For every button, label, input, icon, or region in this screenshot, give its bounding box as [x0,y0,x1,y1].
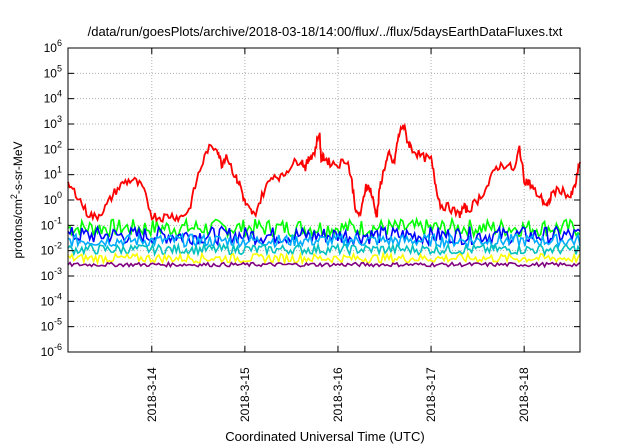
y-tick-exp: 5 [57,63,62,73]
y-tick-label: 104 [44,89,62,106]
y-tick-label: 10-5 [41,317,62,334]
flux-series-6 [67,260,581,269]
y-tick-exp: -1 [54,215,62,225]
y-tick-label: 100 [44,190,62,207]
flux-series-5 [67,250,581,266]
y-tick-base: 10 [41,345,55,359]
y-tick-base: 10 [44,117,58,131]
y-tick-label: 10-3 [41,266,62,283]
y-tick-base: 10 [44,142,58,156]
y-tick-exp: 6 [57,38,62,48]
x-tick-label: 2018-3-17 [424,367,438,422]
x-tick-label: 2018-3-14 [145,367,159,422]
flux-series-4 [67,241,581,258]
y-tick-exp: -4 [54,291,62,301]
y-tick-base: 10 [44,66,58,80]
y-tick-label: 101 [44,165,62,182]
x-tick-label: 2018-3-16 [331,367,345,422]
flux-series-red [67,122,581,224]
y-tick-exp: 4 [57,89,62,99]
y-tick-label: 10-6 [41,342,62,359]
y-axis-label-sup: 2 [9,194,19,199]
x-tick-label: 2018-3-18 [517,367,531,422]
flux-series-3 [67,231,581,250]
y-axis-label-suffix: -s-sr-MeV [11,141,25,194]
grid [68,48,580,352]
y-tick-label: 10-4 [41,291,62,308]
y-tick-exp: 1 [57,165,62,175]
y-tick-exp: -6 [54,342,62,352]
y-tick-exp: -2 [54,241,62,251]
y-tick-label: 103 [44,114,62,131]
y-axis-label: protons/cm2-s-sr-MeV [9,141,25,258]
y-tick-exp: 3 [57,114,62,124]
x-tick-label: 2018-3-15 [238,367,252,422]
y-tick-label: 102 [44,139,62,156]
y-tick-base: 10 [41,218,55,232]
y-tick-base: 10 [41,320,55,334]
y-tick-label: 10-2 [41,241,62,258]
y-tick-exp: -5 [54,317,62,327]
y-tick-base: 10 [44,92,58,106]
y-tick-label: 10-1 [41,215,62,232]
y-tick-base: 10 [41,269,55,283]
y-tick-exp: 2 [57,139,62,149]
y-axis-label-prefix: protons/cm [11,199,25,258]
plot-area [67,122,581,269]
x-axis-label: Coordinated Universal Time (UTC) [225,429,424,444]
y-tick-base: 10 [44,41,58,55]
chart-title: /data/run/goesPlots/archive/2018-03-18/1… [88,24,563,39]
y-tick-base: 10 [44,168,58,182]
y-tick-label: 105 [44,63,62,80]
y-tick-label: 106 [44,38,62,55]
y-tick-base: 10 [41,294,55,308]
y-tick-exp: -3 [54,266,62,276]
y-tick-base: 10 [41,244,55,258]
axis-ticks: 10-610-510-410-310-210-11001011021031041… [41,38,580,422]
y-tick-exp: 0 [57,190,62,200]
y-tick-base: 10 [44,193,58,207]
